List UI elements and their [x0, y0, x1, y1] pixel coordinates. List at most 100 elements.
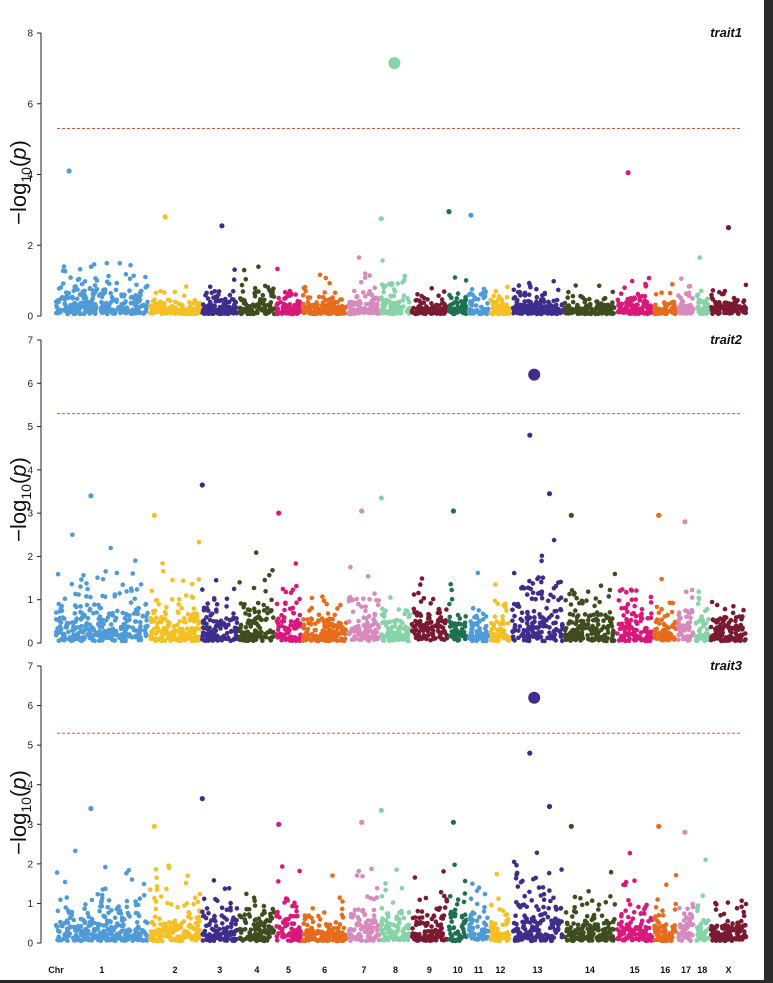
snp-point [244, 891, 249, 897]
snp-point [206, 910, 211, 916]
snp-point [742, 631, 748, 636]
snp-point [55, 908, 61, 914]
snp-point [165, 308, 170, 314]
highlight-snp [359, 508, 365, 514]
snp-point [335, 606, 340, 611]
chromosome-2-points [147, 863, 203, 944]
snp-point [141, 311, 146, 316]
snp-point [132, 596, 138, 602]
y-tick-label: 5 [27, 422, 33, 433]
snp-point [150, 311, 155, 316]
snp-point [162, 290, 167, 295]
snp-point [82, 933, 88, 939]
snp-point [187, 299, 192, 305]
snp-point [380, 297, 386, 302]
snp-point [211, 295, 216, 300]
snp-point [304, 937, 310, 942]
snp-point [257, 615, 262, 620]
snp-point [95, 937, 101, 943]
snp-point [565, 295, 570, 300]
snp-point [66, 308, 71, 313]
snp-point [697, 628, 702, 633]
snp-point [124, 305, 130, 311]
snp-point [506, 311, 511, 317]
chromosome-5-points [274, 864, 303, 944]
snp-point [223, 296, 228, 302]
snp-point [629, 278, 635, 284]
snp-point [689, 587, 695, 593]
snp-point [592, 603, 597, 609]
snp-point [688, 615, 693, 620]
snp-point [214, 602, 220, 607]
snp-point [78, 304, 84, 310]
snp-point [555, 309, 561, 314]
snp-point [269, 597, 274, 603]
snp-point [455, 291, 461, 296]
snp-point [310, 906, 316, 911]
snp-point [308, 303, 314, 308]
snp-point [166, 624, 171, 629]
snp-point [81, 295, 86, 301]
snp-point [332, 299, 338, 305]
snp-point [247, 304, 253, 309]
snp-point [248, 637, 253, 643]
snp-point [150, 919, 155, 925]
snp-point [245, 620, 251, 626]
snp-point [275, 301, 281, 306]
snp-point [215, 898, 220, 904]
snp-point [586, 613, 592, 619]
snp-point [518, 293, 523, 298]
snp-point [183, 284, 189, 289]
snp-point [423, 634, 429, 639]
snp-point [193, 937, 199, 943]
snp-point [108, 545, 113, 551]
snp-point [122, 621, 128, 627]
snp-point [731, 295, 737, 301]
snp-point [114, 299, 119, 305]
snp-point [647, 637, 653, 642]
snp-point [160, 638, 165, 643]
snp-point [548, 633, 553, 638]
snp-point [232, 302, 237, 308]
snp-point [327, 616, 332, 621]
snp-point [125, 910, 131, 916]
snp-point [228, 929, 234, 935]
snp-point [478, 310, 484, 315]
y-tick-label: 4 [27, 465, 33, 476]
snp-point [359, 604, 364, 609]
snp-point [134, 928, 139, 933]
snp-point [363, 608, 368, 614]
snp-point [238, 308, 243, 314]
snp-point [339, 311, 345, 316]
snp-point [95, 921, 100, 927]
snp-point [207, 284, 213, 290]
chromosome-1-points [53, 532, 150, 644]
snp-point [526, 292, 532, 298]
snp-point [88, 937, 94, 942]
snp-point [376, 625, 382, 630]
snp-point [367, 290, 372, 295]
snp-point [209, 926, 215, 932]
snp-point [256, 609, 262, 615]
snp-point [143, 601, 149, 607]
snp-point [233, 921, 238, 927]
snp-point [148, 633, 154, 639]
snp-point [593, 632, 599, 637]
snp-point [628, 311, 633, 316]
snp-point [416, 632, 421, 637]
snp-point [551, 298, 556, 304]
snp-point [112, 915, 118, 920]
snp-point [702, 635, 708, 641]
snp-point [606, 615, 611, 620]
snp-point [197, 927, 202, 933]
snp-point [91, 262, 97, 267]
snp-point [157, 618, 163, 623]
snp-point [137, 637, 142, 643]
snp-point [501, 628, 507, 633]
snp-point [480, 611, 486, 617]
snp-point [282, 296, 287, 301]
snp-point [643, 626, 648, 631]
snp-point [252, 290, 258, 296]
snp-point [632, 603, 637, 609]
snp-point [633, 619, 639, 624]
